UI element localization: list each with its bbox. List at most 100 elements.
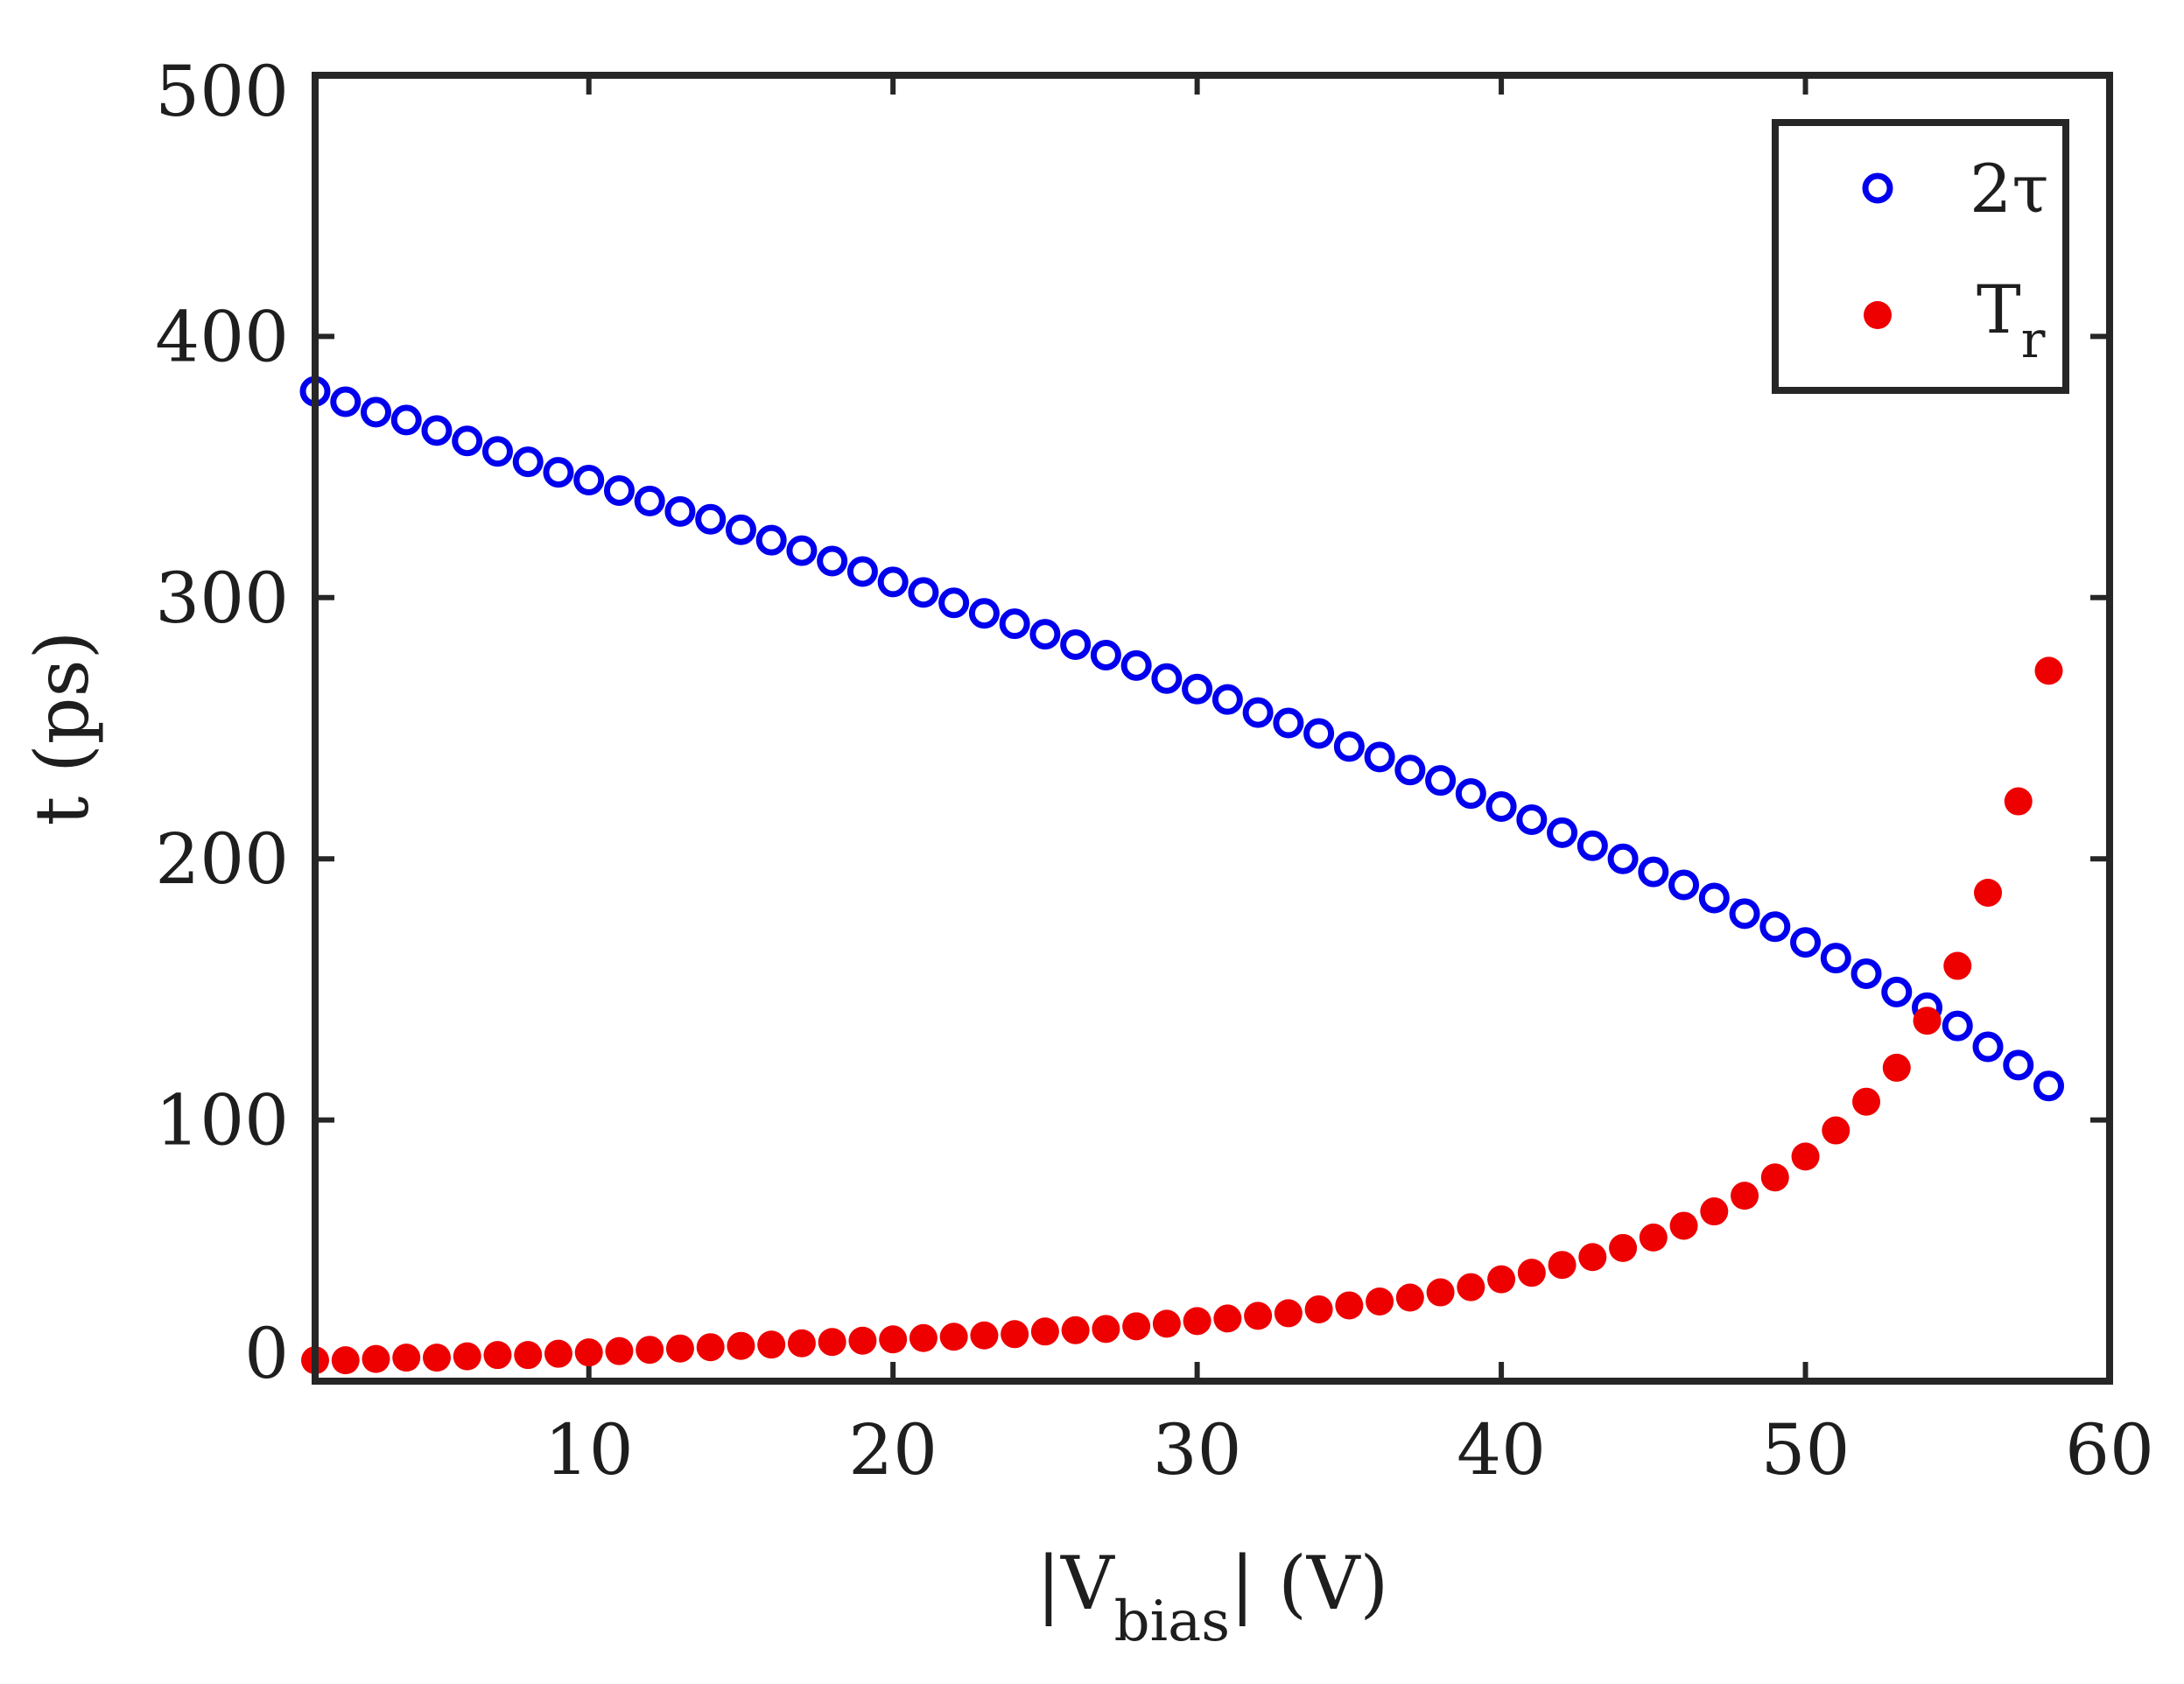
2tau-point xyxy=(999,608,1030,640)
tr-point xyxy=(1304,1295,1333,1323)
legend-marker-2tau xyxy=(1862,172,1893,204)
2tau-point xyxy=(603,474,635,506)
y-axis-title: t (ps) xyxy=(19,631,105,826)
2tau-point xyxy=(1729,898,1760,930)
x-axis-title: |Vbias| (V) xyxy=(1036,1540,1389,1654)
2tau-point xyxy=(938,587,970,619)
tr-point xyxy=(818,1328,846,1357)
2tau-point xyxy=(1881,976,1913,1007)
tr-point xyxy=(939,1323,968,1351)
tr-point xyxy=(1426,1278,1455,1307)
tr-point xyxy=(392,1344,421,1372)
2tau-point xyxy=(1820,943,1851,974)
tr-point xyxy=(574,1338,603,1367)
tr-point xyxy=(453,1342,481,1371)
tr-point xyxy=(1092,1315,1120,1344)
tr-point xyxy=(2004,787,2033,816)
tr-point xyxy=(2034,656,2063,685)
y-tick-label: 500 xyxy=(155,51,289,132)
tr-point xyxy=(1366,1287,1394,1316)
tr-point xyxy=(1669,1211,1698,1240)
tr-point xyxy=(1639,1223,1668,1252)
tr-point xyxy=(1882,1053,1911,1082)
tr-point xyxy=(757,1330,786,1359)
tr-point xyxy=(1335,1291,1364,1320)
tr-point xyxy=(909,1323,938,1352)
legend-label-tr-sub: r xyxy=(2021,310,2046,369)
tr-point xyxy=(636,1336,664,1365)
2tau-point xyxy=(1790,927,1822,958)
x-tick-label: 50 xyxy=(1761,1409,1850,1491)
tr-point xyxy=(514,1341,543,1370)
2tau-point xyxy=(817,545,848,577)
2tau-point xyxy=(877,566,909,598)
2tau-point xyxy=(1151,663,1183,694)
2tau-point xyxy=(1455,778,1486,810)
2tau-point xyxy=(481,436,513,467)
tr-point xyxy=(1457,1273,1485,1302)
tr-point xyxy=(787,1329,816,1358)
series-tr xyxy=(301,656,2063,1375)
tr-point xyxy=(1213,1304,1242,1333)
tr-point xyxy=(1183,1307,1211,1336)
2tau-point xyxy=(846,556,878,587)
tr-point xyxy=(1061,1316,1090,1344)
tr-point xyxy=(1943,951,1972,980)
tr-point xyxy=(544,1339,572,1368)
2tau-point xyxy=(968,598,1000,629)
series-2tau xyxy=(299,375,2065,1102)
legend-label-tr-main: T xyxy=(1977,270,2021,348)
legend-label-tr: Tr xyxy=(1977,270,2046,369)
tr-point xyxy=(1760,1163,1789,1192)
tr-point xyxy=(665,1334,694,1363)
2tau-point xyxy=(2003,1049,2034,1081)
x-tick-label: 10 xyxy=(544,1409,634,1491)
x-axis-title-suffix: | (V) xyxy=(1230,1540,1388,1626)
tr-point xyxy=(1244,1302,1273,1330)
2tau-point xyxy=(1060,629,1092,661)
2tau-point xyxy=(1972,1031,2004,1063)
y-tick-label: 300 xyxy=(155,558,289,639)
tr-point xyxy=(1122,1312,1151,1341)
tr-point xyxy=(362,1344,390,1373)
2tau-point xyxy=(1394,754,1426,786)
tr-point xyxy=(879,1325,908,1354)
tr-point xyxy=(605,1337,634,1365)
2tau-point xyxy=(1425,765,1457,796)
legend-label-2tau: 2τ xyxy=(1970,150,2048,228)
2tau-point xyxy=(908,577,939,608)
2tau-point xyxy=(1638,856,1669,888)
2tau-point xyxy=(1759,911,1791,943)
tr-point xyxy=(1274,1299,1303,1328)
legend-label-2tau-main: 2τ xyxy=(1970,150,2048,228)
tr-point xyxy=(1517,1259,1546,1288)
2tau-point xyxy=(725,514,756,545)
tr-point xyxy=(727,1331,755,1360)
2tau-point xyxy=(1242,697,1274,728)
2tau-point xyxy=(390,404,422,436)
tr-point xyxy=(1001,1320,1029,1349)
2tau-point xyxy=(1211,684,1243,715)
tr-point xyxy=(331,1346,360,1375)
2tau-point xyxy=(1029,619,1061,650)
tr-point xyxy=(848,1326,877,1355)
tr-point xyxy=(1822,1116,1850,1145)
2tau-point xyxy=(1547,817,1578,848)
x-tick-labels: 10 20 30 40 50 60 xyxy=(544,1409,2154,1491)
tr-point xyxy=(1974,878,2003,907)
x-axis-title-prefix: |V xyxy=(1036,1540,1115,1626)
tr-point xyxy=(1700,1197,1729,1226)
2tau-point xyxy=(1303,718,1335,749)
2tau-point xyxy=(1273,707,1304,739)
tr-point xyxy=(696,1333,725,1362)
tr-point xyxy=(1395,1283,1424,1312)
legend-box xyxy=(1772,119,2069,394)
x-tick-label: 60 xyxy=(2065,1409,2154,1491)
2tau-point xyxy=(1607,843,1639,874)
y-tick-label: 0 xyxy=(244,1313,289,1394)
legend: 2τ Tr xyxy=(1772,119,2069,394)
2tau-point xyxy=(1698,882,1730,914)
2tau-point xyxy=(755,524,787,556)
tr-point xyxy=(1913,1007,1942,1035)
